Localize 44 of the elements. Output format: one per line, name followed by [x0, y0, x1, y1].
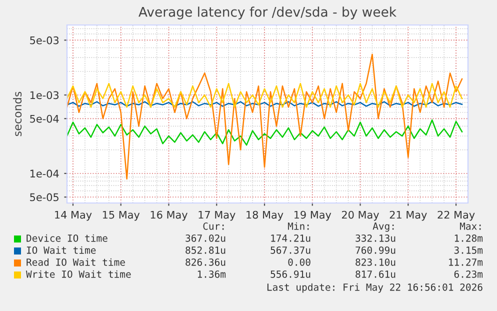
x-tick-label: 20 May: [342, 210, 380, 221]
text: 367.02u: [186, 234, 226, 242]
text: Last update: Fri May 22 16:56:01 2026: [267, 283, 482, 293]
chart-title: Average latency for /dev/sda - by week: [138, 6, 397, 20]
text: 823.10u: [356, 258, 396, 266]
legend-label: Device IO time: [26, 234, 108, 242]
text: 332.13u: [356, 234, 396, 242]
text: 1.36m: [198, 270, 226, 278]
x-tick-label: 19 May: [294, 210, 332, 221]
text: 3.15m: [454, 246, 483, 254]
legend-label: Read IO Wait time: [26, 258, 125, 266]
text: 567.37u: [270, 246, 310, 254]
y-tick-label: 1e-04: [30, 170, 59, 178]
y-tick-label: 5e-03: [30, 36, 59, 44]
x-tick-label: 17 May: [198, 210, 236, 221]
y-tick-label: 5e-04: [30, 114, 59, 123]
text: 817.61u: [356, 270, 396, 278]
text: 556.91u: [270, 270, 310, 278]
x-tick-label: 15 May: [102, 210, 140, 221]
legend-label: IO Wait time: [26, 246, 96, 254]
y-axis-title: seconds: [13, 92, 22, 136]
text: Max:: [460, 222, 481, 230]
text: 11.27m: [449, 258, 483, 266]
x-tick-label: 16 May: [150, 210, 188, 221]
text: 1.28m: [454, 234, 483, 242]
text: Avg:: [372, 222, 394, 232]
text: 826.36u: [186, 258, 226, 266]
text: Cur:: [203, 222, 224, 230]
x-tick-label: 21 May: [390, 210, 427, 221]
line-series: [67, 119, 463, 146]
text: 852.81u: [186, 246, 226, 254]
text: Min:: [288, 222, 309, 230]
text: 174.21u: [271, 234, 310, 242]
x-tick-label: 14 May: [55, 210, 92, 221]
text: 0.00: [288, 258, 310, 266]
text: 6.23m: [454, 270, 483, 278]
legend-label: Write IO Wait time: [26, 270, 131, 278]
line-series: [67, 82, 463, 108]
x-tick-label: 22 May: [438, 210, 475, 221]
y-tick-label: 5e-05: [30, 193, 58, 202]
y-tick-label: 1e-03: [30, 91, 59, 100]
line-series: [67, 54, 463, 180]
x-tick-label: 18 May: [246, 210, 284, 221]
text: 760.99u: [356, 246, 396, 254]
